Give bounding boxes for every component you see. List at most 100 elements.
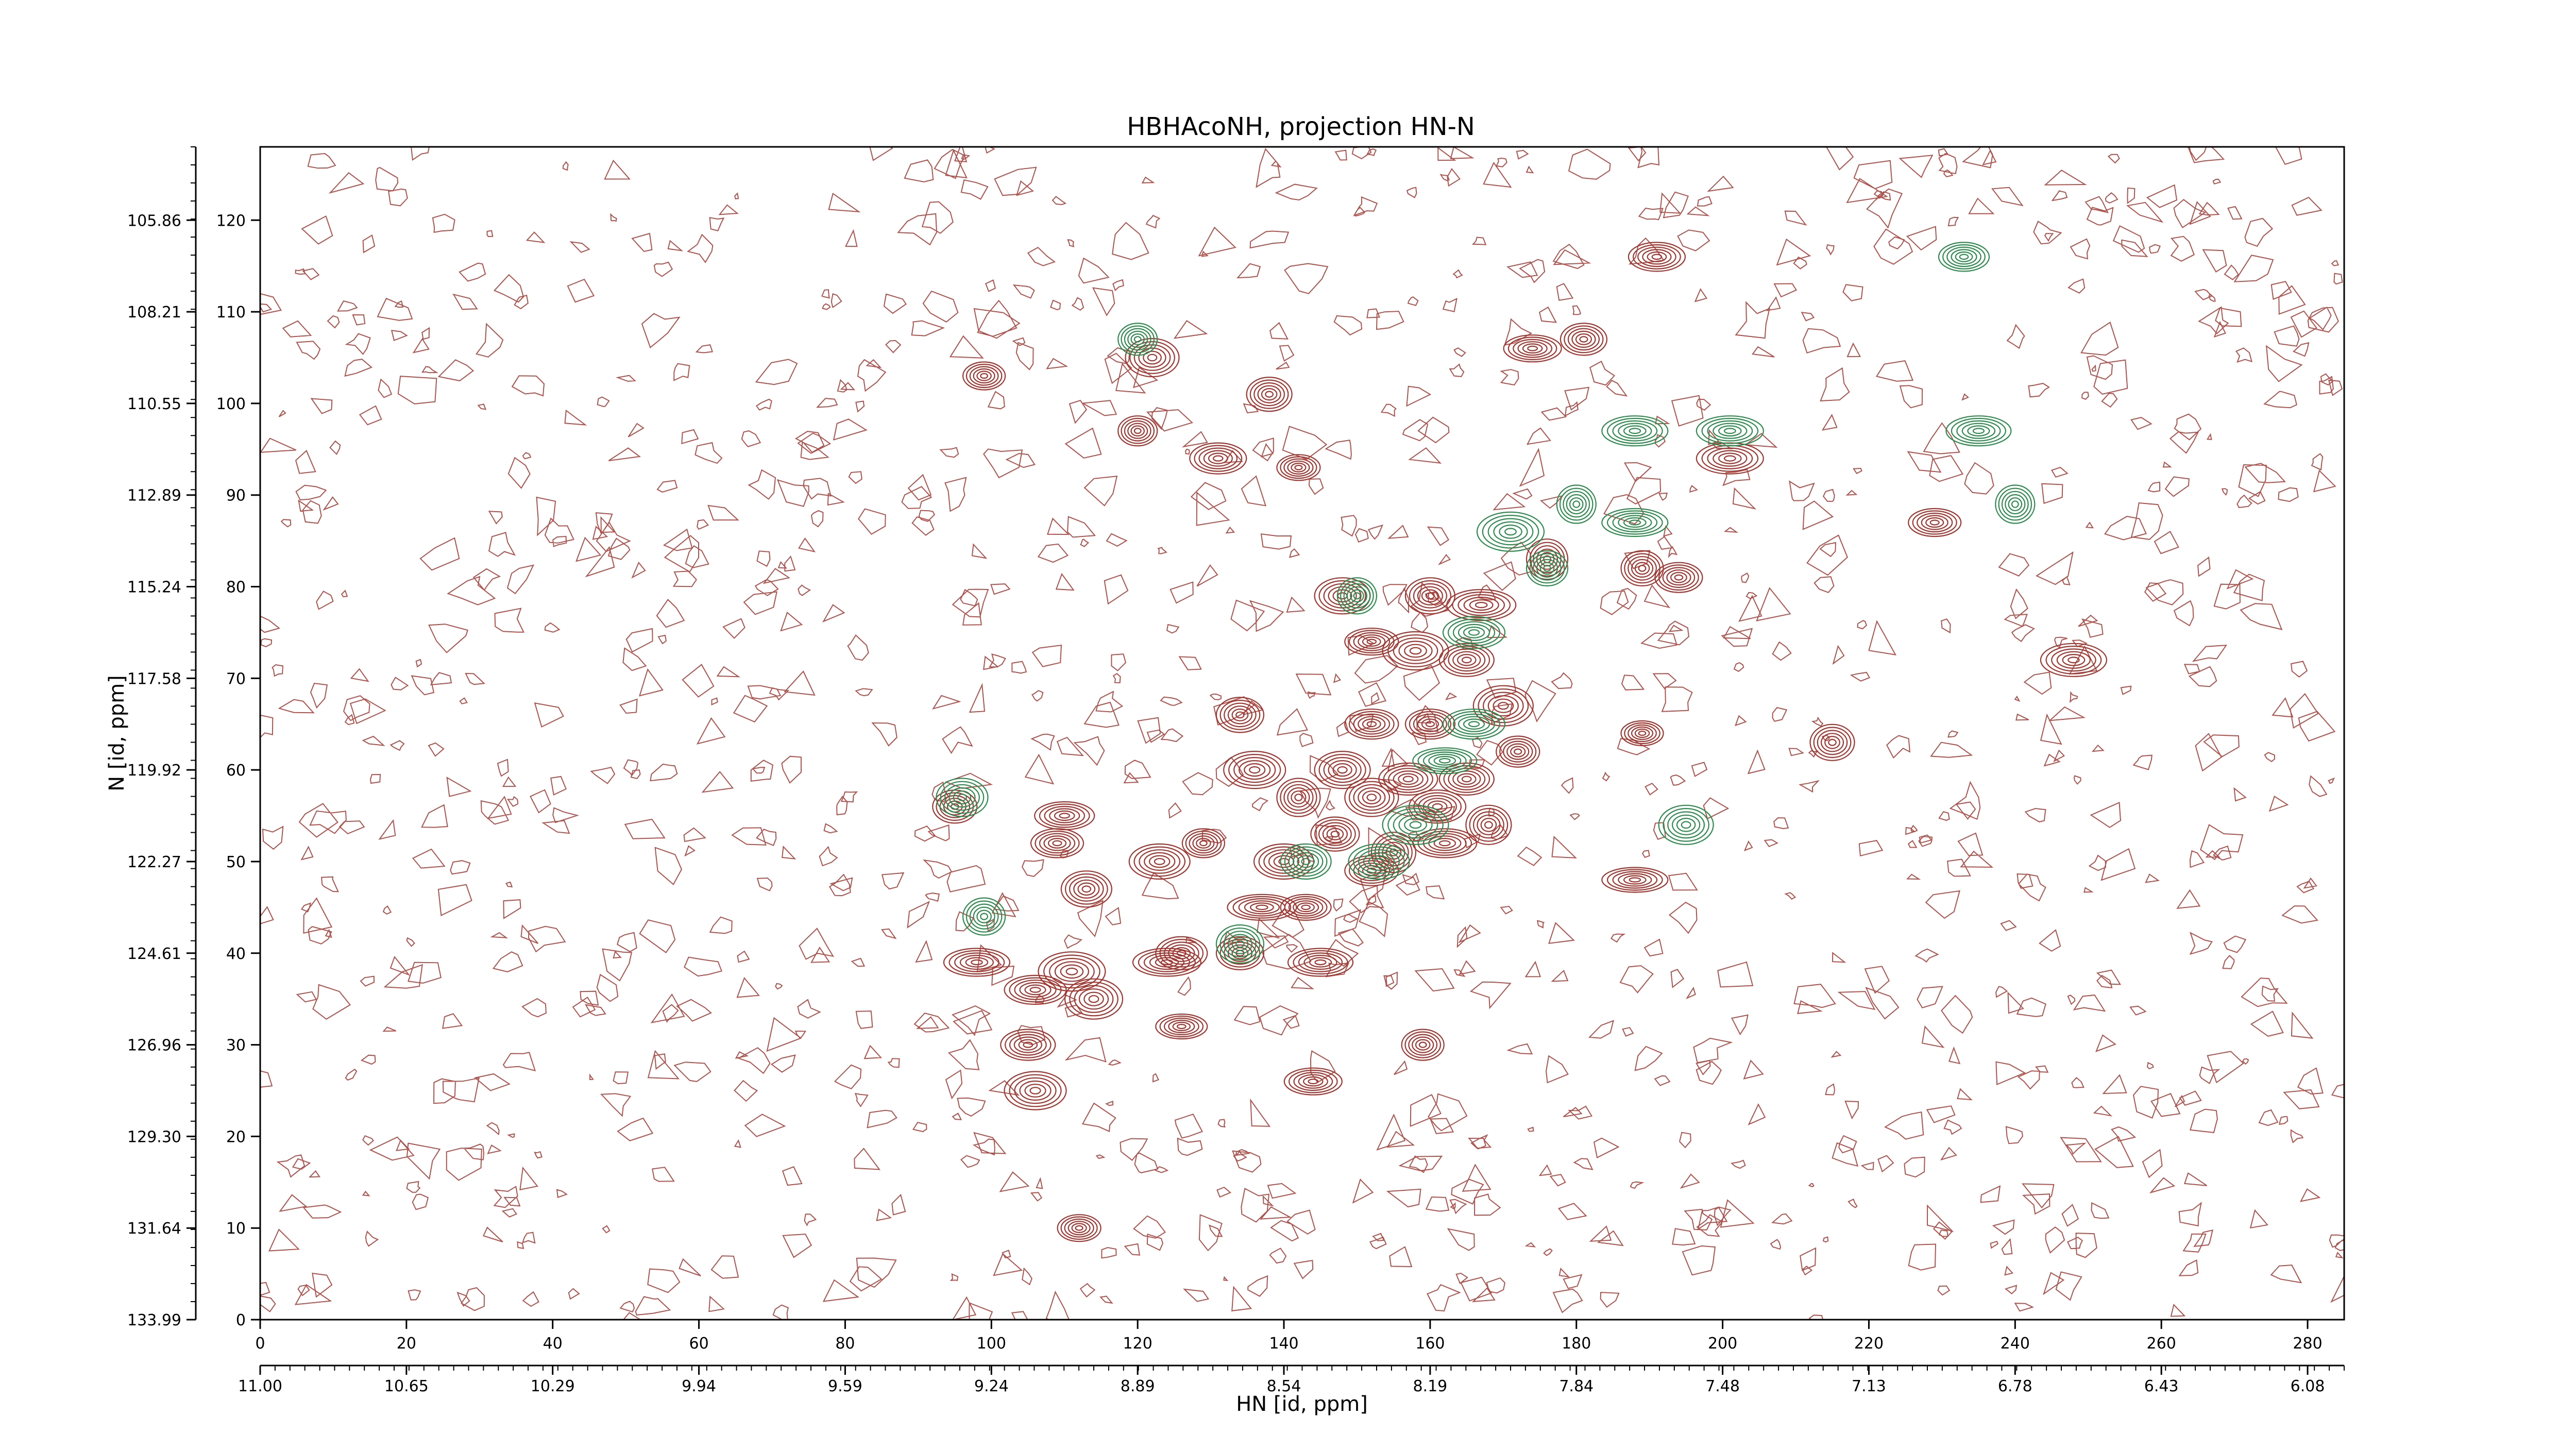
- peak-contour-level: [1133, 336, 1142, 343]
- peak-contour-level: [1404, 818, 1427, 832]
- negative-peak: [1215, 924, 1264, 964]
- peak-contour-level: [1526, 550, 1569, 587]
- peak-contour-level: [1503, 334, 1562, 363]
- peak-contour-level: [1294, 794, 1303, 801]
- peak-contour-level: [1132, 948, 1201, 977]
- peak-contour-level: [1203, 450, 1233, 467]
- peak-contour-level: [1504, 528, 1517, 536]
- peak-contour-level: [1280, 456, 1317, 479]
- peak-contour-level: [2051, 648, 2096, 672]
- peak-contour-level: [1817, 730, 1848, 755]
- peak-contour-level: [1484, 821, 1493, 829]
- peak-contour-level: [1623, 425, 1647, 436]
- positive-peak: [1344, 628, 1399, 656]
- peak-contour-level: [1631, 559, 1654, 578]
- peak-contour-level: [1398, 814, 1433, 835]
- peak-contour-level: [1413, 792, 1462, 821]
- positive-peak: [1128, 843, 1191, 880]
- peak-contour-level: [1452, 591, 1511, 619]
- peak-contour-level: [1620, 720, 1664, 747]
- peak-contour-level: [2045, 646, 2102, 675]
- peak-contour-level: [980, 913, 988, 920]
- positive-peak: [1404, 577, 1455, 615]
- peak-contour-level: [1513, 339, 1553, 358]
- peak-contour-level: [1425, 721, 1435, 728]
- peak-contour-level: [1358, 634, 1386, 649]
- peak-contour-level: [1348, 843, 1410, 880]
- peak-contour-level: [1398, 641, 1433, 661]
- x-axis-ppm: 11.00 10.65 10.29 9.94 9.59 9.24 8.89 8.54 8.19 7…: [238, 1364, 2345, 1395]
- peak-contour-level: [1433, 755, 1456, 766]
- y-index-tick-label: 100: [216, 395, 246, 413]
- peak-contour-level: [1238, 898, 1286, 917]
- peak-contour-level: [1044, 805, 1086, 826]
- peak-contour-level: [1231, 708, 1249, 721]
- peak-contour-level: [1412, 747, 1478, 774]
- peak-contour-level: [1638, 565, 1647, 572]
- x-ppm-tick-label: 8.54: [1267, 1377, 1301, 1395]
- peak-contour-level: [1628, 556, 1657, 581]
- peak-contour-level: [1514, 748, 1522, 755]
- peak-contour-level: [1606, 869, 1663, 891]
- peak-contour-level: [1358, 849, 1400, 874]
- peak-contour-level: [1346, 586, 1367, 605]
- peak-contour-level: [1117, 415, 1158, 447]
- y-index-tick-label: 30: [226, 1037, 246, 1055]
- peak-contour-level: [1130, 333, 1145, 345]
- peak-contour-level: [1035, 830, 1080, 856]
- negative-peak: [1601, 508, 1669, 537]
- peak-contour-level: [1054, 810, 1075, 821]
- negative-peak: [1556, 484, 1597, 524]
- peak-contour-level: [1181, 828, 1225, 858]
- peak-contour-level: [940, 781, 985, 814]
- peak-contour-level: [1620, 550, 1664, 587]
- peak-contour-level: [976, 909, 992, 923]
- positive-peak: [1378, 762, 1438, 796]
- negative-peak: [1117, 323, 1158, 356]
- peak-contour-level: [1314, 959, 1327, 966]
- peak-contour-level: [1428, 753, 1462, 768]
- peak-contour-level: [1276, 454, 1321, 481]
- peak-contour-level: [1043, 835, 1071, 851]
- y-ppm-tick-label: 126.96: [127, 1037, 181, 1055]
- peak-contour-level: [1014, 1077, 1057, 1104]
- x-axis-index: 0 20 40 60 80 100 120 140 160 180 200 220 240 260 280: [255, 1320, 2323, 1353]
- peak-contour-level: [1293, 950, 1348, 975]
- peak-contour-level: [1642, 249, 1672, 265]
- peak-contour-level: [1235, 711, 1245, 719]
- peak-contour-level: [959, 954, 994, 970]
- positive-peak: [1382, 631, 1449, 671]
- positive-peak: [1060, 870, 1112, 908]
- peak-contour-level: [1446, 588, 1517, 621]
- positive-peak: [1215, 697, 1264, 733]
- negative-peak: [1945, 415, 2012, 447]
- peak-contour-level: [1144, 852, 1176, 871]
- peak-contour-level: [1499, 525, 1522, 539]
- peak-contour-level: [1039, 803, 1090, 828]
- y-ppm-tick-label: 124.61: [127, 945, 181, 963]
- peak-contour-level: [1670, 571, 1687, 583]
- positive-peak: [1004, 974, 1067, 1005]
- x-ppm-tick-label: 8.19: [1413, 1377, 1447, 1395]
- peak-contour-level: [1133, 428, 1142, 434]
- peak-contour-level: [1409, 711, 1451, 737]
- peak-contour-level: [1283, 458, 1314, 477]
- peak-contour-level: [1393, 770, 1423, 788]
- peak-contour-level: [1409, 580, 1451, 612]
- peak-contour-level: [1959, 254, 1969, 260]
- peak-contour-level: [1049, 808, 1080, 823]
- peak-contour-level: [1368, 855, 1390, 868]
- peak-contour-level: [1571, 330, 1596, 348]
- peak-contour-level: [1047, 837, 1067, 849]
- peak-contour-level: [1457, 654, 1477, 666]
- peak-contour-level: [1938, 242, 1990, 272]
- peak-contour-level: [1961, 423, 1995, 439]
- peak-contour-level: [1344, 628, 1399, 656]
- peak-contour-level: [1387, 808, 1444, 842]
- peak-contour-level: [1408, 1034, 1438, 1056]
- peak-contour-level: [1362, 636, 1381, 647]
- x-ppm-tick-label: 10.65: [384, 1377, 429, 1395]
- peak-contour-level: [1463, 626, 1485, 638]
- negative-peak: [1696, 415, 1764, 447]
- peak-contour-level: [1294, 464, 1303, 470]
